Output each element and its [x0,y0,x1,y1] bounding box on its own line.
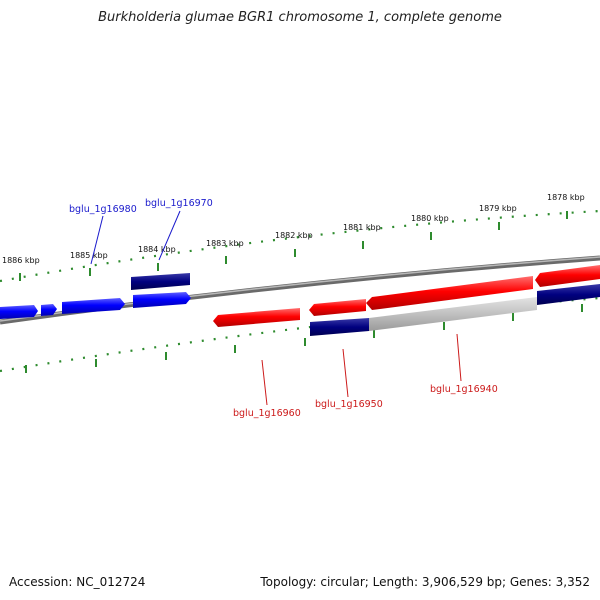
gene-arrow[interactable] [41,304,57,316]
gene-label[interactable]: bglu_1g16940 [430,384,498,395]
gene-arrow[interactable] [62,298,125,314]
gene-label[interactable]: bglu_1g16960 [233,408,301,419]
gene-arrow[interactable] [309,299,366,316]
gene-block-highlight[interactable] [310,318,369,336]
scale-label: 1881 kbp [343,223,381,232]
scale-label: 1878 kbp [547,193,585,202]
gene-label[interactable]: bglu_1g16970 [145,198,213,209]
pseudo-gene-block[interactable] [369,297,537,331]
scale-label: 1879 kbp [479,204,517,213]
genome-summary: Topology: circular; Length: 3,906,529 bp… [260,575,590,589]
map-title: Burkholderia glumae BGR1 chromosome 1, c… [98,10,502,25]
outer-scale-ticks [0,209,600,283]
gene-arrow[interactable] [366,276,533,310]
gene-arrow[interactable] [0,305,38,319]
label-leader [261,359,268,406]
gene-block-highlight[interactable] [131,273,190,290]
gene-label[interactable]: bglu_1g16950 [315,399,383,410]
label-leader [456,333,462,382]
scale-label: 1885 kbp [70,251,108,260]
inner-scale-ticks [0,296,600,373]
gene-arrow[interactable] [133,292,191,308]
label-leader [90,215,104,265]
gene-label[interactable]: bglu_1g16980 [69,204,137,215]
scale-label: 1880 kbp [411,214,449,223]
accession-label: Accession: NC_012724 [9,575,146,589]
scale-label: 1883 kbp [206,239,244,248]
gene-arrow[interactable] [213,308,300,327]
label-leader [342,348,349,398]
scale-label: 1886 kbp [2,256,40,265]
gene-block-highlight[interactable] [537,284,600,305]
reverse-genes [213,265,600,336]
scale-label: 1882 kbp [275,231,313,240]
label-leader [158,210,181,261]
gene-arrow[interactable] [535,265,600,287]
scale-label: 1884 kbp [138,245,176,254]
forward-genes [0,273,191,319]
